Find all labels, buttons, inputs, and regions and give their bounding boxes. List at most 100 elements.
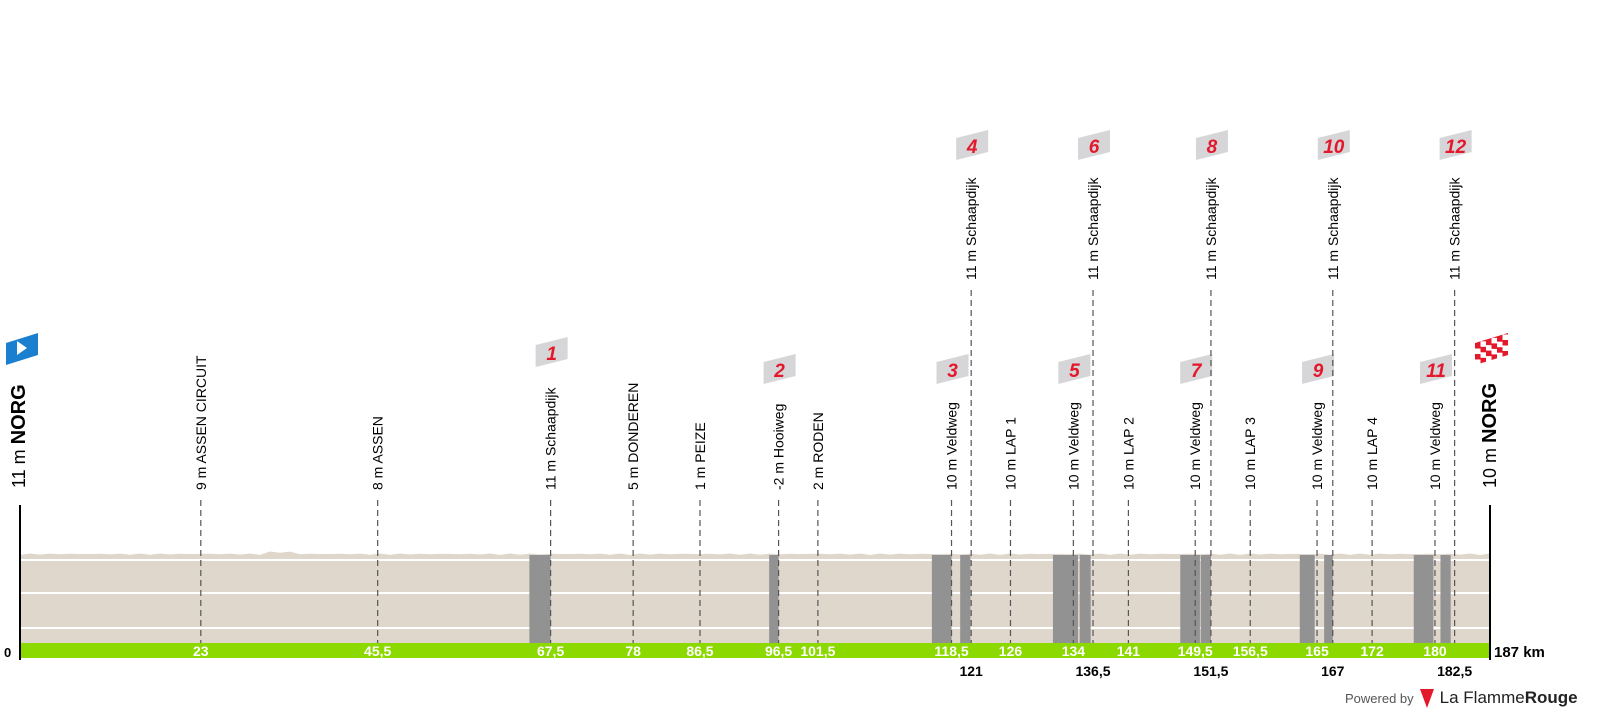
marker-name: 8 m ASSEN (370, 416, 386, 490)
marker-name: 10 m Veldweg (1065, 402, 1081, 490)
road-bar (20, 643, 1490, 658)
sector-flag-icon (1317, 130, 1350, 160)
cobbled-sector (1079, 555, 1091, 643)
sector-flag-icon (1058, 354, 1091, 384)
sector-flag-icon (1419, 354, 1452, 384)
sector-number: 3 (947, 361, 958, 382)
km-label: 101,5 (800, 643, 835, 659)
km-label: 167 (1321, 663, 1345, 679)
sector-number: 6 (1089, 137, 1100, 158)
sector-number: 9 (1313, 361, 1324, 382)
checker-square (1486, 356, 1492, 362)
sector-flag-icon (936, 354, 969, 384)
km-label: 141 (1117, 643, 1141, 659)
marker-name: 9 m ASSEN CIRCUIT (193, 355, 209, 490)
km-label: 165 (1305, 643, 1329, 659)
cobbled-sector (1052, 555, 1079, 643)
sector-flag-icon (1439, 130, 1472, 160)
km-label: 121 (959, 663, 983, 679)
cobbled-sector (1324, 555, 1333, 643)
sector-flag-icon (763, 354, 796, 384)
checker-square (1502, 345, 1508, 351)
marker-name: 10 m Veldweg (1427, 402, 1443, 490)
flamme-rouge-logo-icon (1419, 689, 1434, 708)
marker-name: 11 m Schaapdijk (1203, 177, 1219, 280)
cobbled-sector (931, 555, 952, 643)
cobbled-sector (529, 555, 551, 643)
km-label: 180 (1423, 643, 1447, 659)
km-label: 96,5 (765, 643, 792, 659)
start-label: 11 m NORG (8, 384, 30, 488)
checker-square (1491, 337, 1497, 344)
sector-number: 1 (546, 344, 557, 365)
checker-square (1502, 334, 1508, 340)
km-label: 172 (1360, 643, 1384, 659)
km-label: 67,5 (537, 643, 564, 659)
cobbled-sector (1299, 555, 1315, 643)
sector-flag-icon (1078, 130, 1111, 160)
checker-square (1497, 352, 1503, 359)
checker-square (1480, 352, 1486, 358)
marker-name: 11 m Schaapdijk (1447, 177, 1463, 280)
marker-name: 1 m PEIZE (692, 422, 708, 490)
marker-name: 11 m Schaapdijk (1325, 177, 1341, 280)
sector-number: 7 (1191, 361, 1203, 382)
marker-name: 11 m Schaapdijk (543, 387, 559, 490)
cobbled-sector (769, 555, 779, 643)
sector-flag-icon (1180, 354, 1213, 384)
checker-square (1491, 348, 1497, 355)
sector-number: 2 (773, 361, 785, 382)
marker-name: 10 m LAP 1 (1002, 417, 1018, 490)
km-label: 45,5 (364, 643, 391, 659)
y-axis-zero: 0 (4, 645, 11, 660)
marker-name: -2 m Hooiweg (771, 404, 787, 490)
sector-number: 5 (1069, 361, 1080, 382)
km-label: 134 (1062, 643, 1086, 659)
powered-by-text: Powered by (1345, 690, 1414, 706)
km-label: 118,5 (934, 643, 968, 659)
km-label: 182,5 (1437, 663, 1472, 679)
marker-name: 10 m Veldweg (944, 402, 960, 490)
marker-name: 11 m Schaapdijk (963, 177, 979, 280)
km-label: 136,5 (1075, 663, 1110, 679)
marker-name: 11 m Schaapdijk (1085, 177, 1101, 280)
finish-label: 10 m NORG (1479, 383, 1501, 488)
total-distance: 187 km (1494, 644, 1545, 661)
marker-name: 2 m RODEN (810, 412, 826, 490)
cobbled-sector (1180, 555, 1200, 643)
cobbled-sector (1440, 555, 1451, 643)
checker-square (1475, 359, 1481, 365)
marker-name: 5 m DONDEREN (625, 383, 641, 490)
play-icon (17, 341, 27, 355)
km-label: 23 (193, 643, 209, 659)
sector-flag-icon (1195, 130, 1228, 160)
km-label: 86,5 (686, 643, 713, 659)
marker-name: 10 m LAP 3 (1242, 417, 1258, 490)
elevation-profile (20, 551, 1490, 643)
sector-flag-icon (956, 130, 989, 160)
marker-name: 10 m LAP 4 (1364, 417, 1380, 490)
checker-square (1475, 348, 1481, 354)
km-label: 156,5 (1233, 643, 1268, 659)
brand-name: La FlammeRouge (1439, 688, 1578, 707)
km-label: 151,5 (1193, 663, 1228, 679)
sector-number: 4 (966, 137, 978, 158)
cobbled-sector (1413, 555, 1434, 643)
marker-name: 10 m LAP 2 (1120, 417, 1136, 490)
checker-square (1486, 345, 1492, 351)
km-label: 126 (999, 643, 1023, 659)
checker-square (1497, 341, 1503, 348)
sector-number: 12 (1445, 137, 1467, 158)
cobbled-sector (960, 555, 971, 643)
sector-flag-icon (1302, 354, 1335, 384)
marker-name: 10 m Veldweg (1187, 402, 1203, 490)
checker-square (1480, 341, 1486, 347)
sector-number: 11 (1426, 361, 1446, 382)
powered-by: Powered by La FlammeRouge (1345, 687, 1578, 709)
sector-flag-icon (535, 337, 568, 367)
cobbled-sector (1200, 555, 1211, 643)
sector-number: 8 (1207, 137, 1218, 158)
km-label: 78 (625, 643, 641, 659)
sector-number: 10 (1323, 137, 1345, 158)
